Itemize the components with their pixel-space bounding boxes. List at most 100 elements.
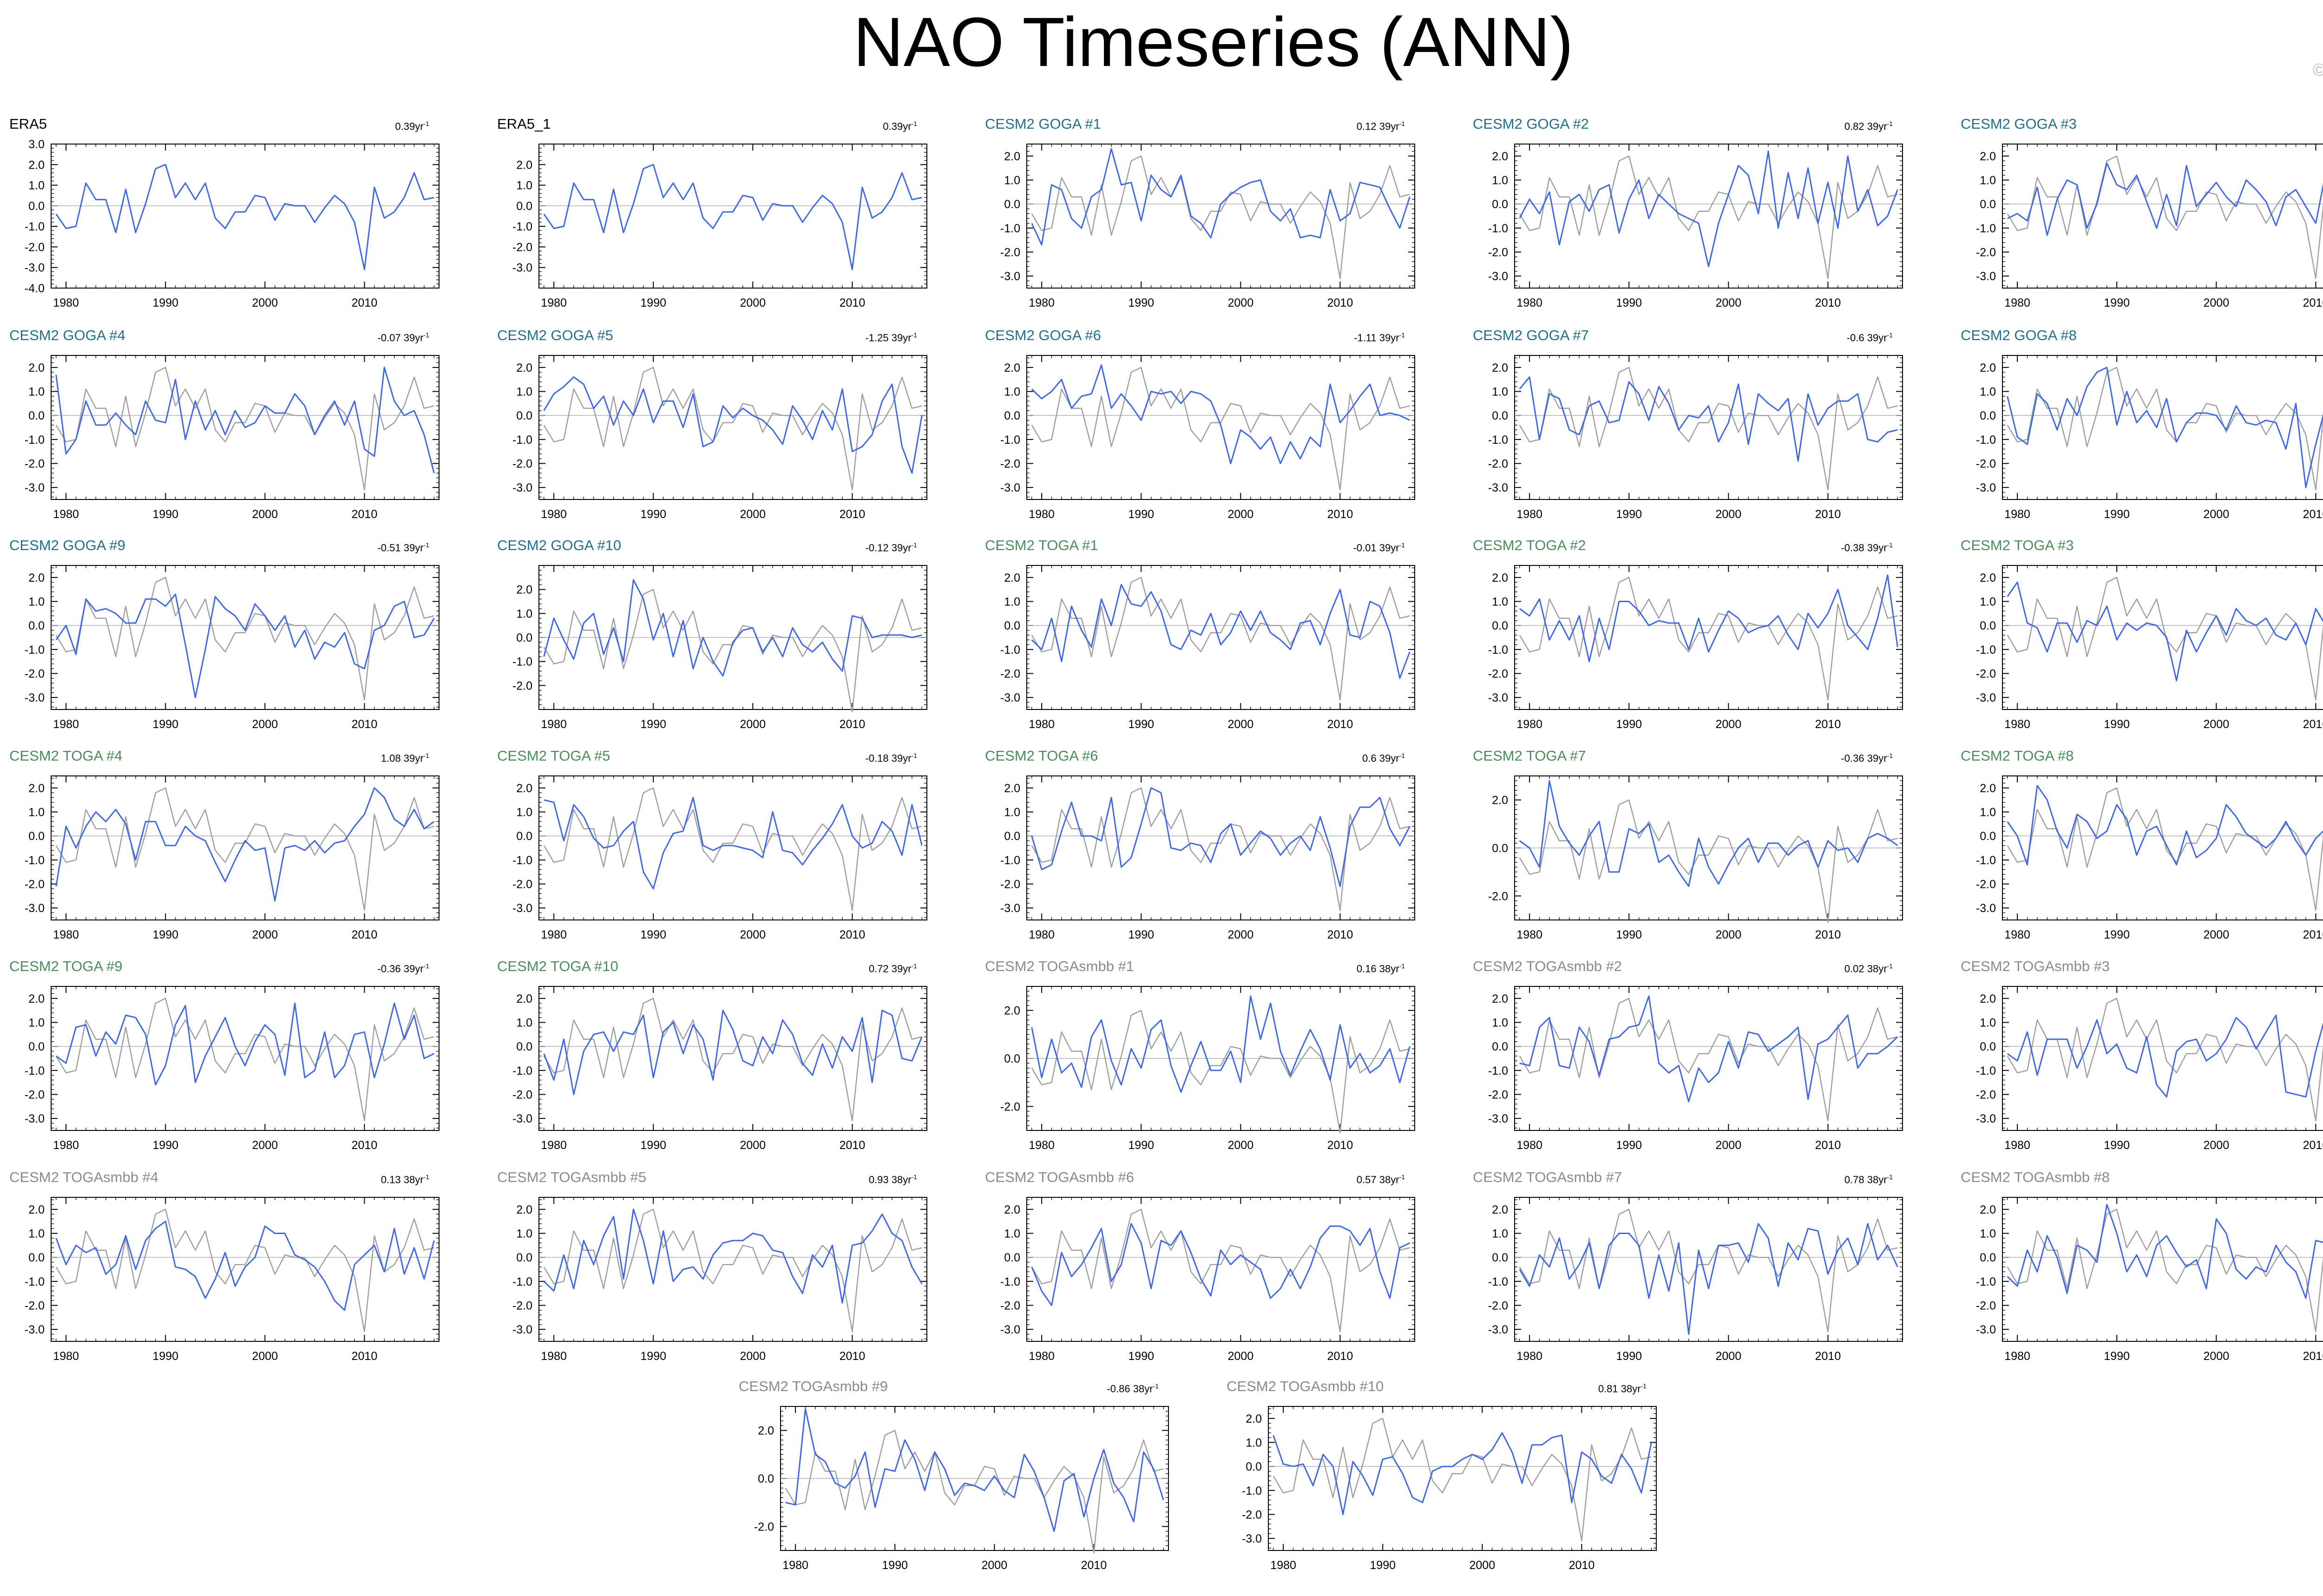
x-tick-label: 1990 bbox=[640, 1139, 666, 1152]
panel-trend: 0.93 38yr-1 bbox=[869, 1169, 917, 1188]
x-tick-label: 1990 bbox=[640, 1350, 666, 1363]
y-tick-label: -2.0 bbox=[1000, 668, 1020, 681]
y-tick-label: -3.0 bbox=[1976, 1112, 1996, 1125]
series-line bbox=[543, 1010, 923, 1095]
x-tick-label: 2010 bbox=[2303, 296, 2323, 309]
page-title: NAO Timeseries (ANN) bbox=[853, 3, 1574, 81]
x-tick-label: 1990 bbox=[152, 718, 178, 731]
x-tick-label: 2010 bbox=[352, 296, 378, 309]
plot-frame bbox=[2002, 775, 2323, 920]
trend-exponent: -1 bbox=[423, 331, 429, 339]
y-tick-label: 2.0 bbox=[1004, 1203, 1020, 1216]
trend-exponent: -1 bbox=[1887, 120, 1893, 127]
x-tick-label: 2000 bbox=[252, 296, 278, 309]
y-tick-label: -1.0 bbox=[1488, 1064, 1508, 1077]
x-tick-label: 1990 bbox=[152, 296, 178, 309]
trend-exponent: -1 bbox=[911, 752, 917, 759]
trend-value: -0.12 39yr bbox=[865, 542, 912, 554]
x-tick-label: 2010 bbox=[840, 1350, 866, 1363]
y-tick-label: 2.0 bbox=[1492, 150, 1508, 163]
y-tick-label: -3.0 bbox=[512, 1323, 532, 1336]
x-tick-label: 2000 bbox=[2204, 508, 2230, 521]
y-tick-label: 1.0 bbox=[1980, 806, 1996, 819]
x-tick-label: 1980 bbox=[541, 928, 567, 941]
trend-value: 0.6 39yr bbox=[1362, 752, 1399, 764]
x-tick-label: 1990 bbox=[152, 508, 178, 521]
series-line bbox=[2007, 1014, 2323, 1098]
panel-title: CESM2 GOGA #6 bbox=[985, 327, 1101, 343]
y-tick-label: 0.0 bbox=[1492, 842, 1508, 855]
x-tick-label: 2010 bbox=[352, 718, 378, 731]
x-tick-label: 1980 bbox=[1029, 508, 1055, 521]
y-tick-label: -2.0 bbox=[1000, 878, 1020, 891]
y-tick-label: 1.0 bbox=[1492, 174, 1508, 187]
x-tick-label: 2010 bbox=[352, 928, 378, 941]
trend-exponent: -1 bbox=[423, 541, 429, 549]
trend-exponent: -1 bbox=[911, 962, 917, 970]
y-tick-label: -2.0 bbox=[512, 458, 532, 471]
x-tick-label: 2010 bbox=[840, 296, 866, 309]
plot-frame bbox=[2002, 565, 2323, 710]
x-tick-label: 1990 bbox=[1128, 1139, 1154, 1152]
trend-exponent: -1 bbox=[1399, 962, 1405, 970]
y-tick-label: -2.0 bbox=[25, 878, 45, 891]
panel-title: CESM2 GOGA #1 bbox=[985, 116, 1101, 132]
y-tick-label: -2.0 bbox=[1488, 1089, 1508, 1102]
y-tick-label: -3.0 bbox=[1000, 691, 1020, 704]
x-tick-label: 2000 bbox=[2204, 296, 2230, 309]
obs-reference-line bbox=[55, 367, 434, 491]
x-tick-label: 2010 bbox=[1815, 928, 1841, 941]
plot-frame bbox=[2002, 986, 2323, 1131]
y-tick-label: -3.0 bbox=[1488, 1112, 1508, 1125]
plot-frame bbox=[1514, 986, 1903, 1131]
y-tick-label: 1.0 bbox=[28, 1228, 45, 1241]
panel-8: CESM2 GOGA #6 -1.11 39yr-1 2.0 1.0 0.0 -1.0 -2… bbox=[980, 325, 1426, 530]
y-tick-label: 1.0 bbox=[28, 596, 45, 609]
obs-reference-line bbox=[2007, 155, 2323, 279]
panel-trend: -1.11 39yr-1 bbox=[1354, 327, 1405, 346]
x-tick-label: 2000 bbox=[1716, 296, 1742, 309]
obs-reference-line bbox=[1031, 1208, 1410, 1333]
x-tick-label: 1980 bbox=[53, 718, 79, 731]
x-tick-label: 2000 bbox=[2204, 1139, 2230, 1152]
trend-exponent: -1 bbox=[423, 120, 429, 127]
x-tick-label: 1980 bbox=[1516, 1139, 1542, 1152]
x-tick-label: 2000 bbox=[1716, 1139, 1742, 1152]
x-tick-label: 2000 bbox=[2204, 928, 2230, 941]
trend-value: 0.39yr bbox=[883, 120, 912, 132]
x-tick-label: 1990 bbox=[640, 296, 666, 309]
x-tick-label: 2010 bbox=[2303, 1139, 2323, 1152]
trend-value: -0.36 39yr bbox=[377, 963, 424, 975]
x-tick-label: 1990 bbox=[1128, 718, 1154, 731]
panel-title: CESM2 GOGA #8 bbox=[1961, 327, 2077, 343]
y-tick-label: -2.0 bbox=[1000, 1100, 1020, 1113]
y-tick-label: -2.0 bbox=[512, 878, 532, 891]
y-tick-label: 2.0 bbox=[1004, 361, 1020, 374]
y-tick-label: 0.0 bbox=[28, 830, 45, 843]
x-tick-label: 1980 bbox=[541, 296, 567, 309]
panel-16: CESM2 TOGA #4 1.08 39yr-1 2.0 1.0 0.0 -1.0 -2.… bbox=[5, 746, 451, 950]
series-line bbox=[543, 1208, 923, 1304]
x-tick-label: 2010 bbox=[1327, 296, 1353, 309]
y-tick-label: 2.0 bbox=[1492, 361, 1508, 374]
y-tick-label: 2.0 bbox=[516, 992, 532, 1005]
panel-title: CESM2 GOGA #4 bbox=[9, 327, 125, 343]
x-tick-label: 1990 bbox=[1616, 508, 1642, 521]
trend-value: -0.01 39yr bbox=[1353, 542, 1399, 554]
y-tick-label: -1.0 bbox=[512, 433, 532, 447]
panel-trend: 0.02 38yr-1 bbox=[1844, 958, 1893, 977]
obs-reference-line bbox=[1031, 1010, 1410, 1134]
trend-exponent: -1 bbox=[1887, 541, 1893, 549]
obs-reference-line bbox=[1519, 577, 1898, 701]
trend-value: -1.11 39yr bbox=[1354, 332, 1399, 344]
series-line bbox=[1519, 574, 1898, 663]
obs-reference-line bbox=[1031, 155, 1410, 279]
x-tick-label: 2000 bbox=[2204, 718, 2230, 731]
panel-title: CESM2 GOGA #3 bbox=[1961, 116, 2077, 132]
x-tick-label: 2000 bbox=[1716, 718, 1742, 731]
panel-trend: 0.39yr-1 bbox=[883, 116, 917, 134]
trend-exponent: -1 bbox=[1399, 752, 1405, 759]
panel-title: CESM2 TOGA #10 bbox=[497, 958, 618, 974]
x-tick-label: 1990 bbox=[1616, 718, 1642, 731]
